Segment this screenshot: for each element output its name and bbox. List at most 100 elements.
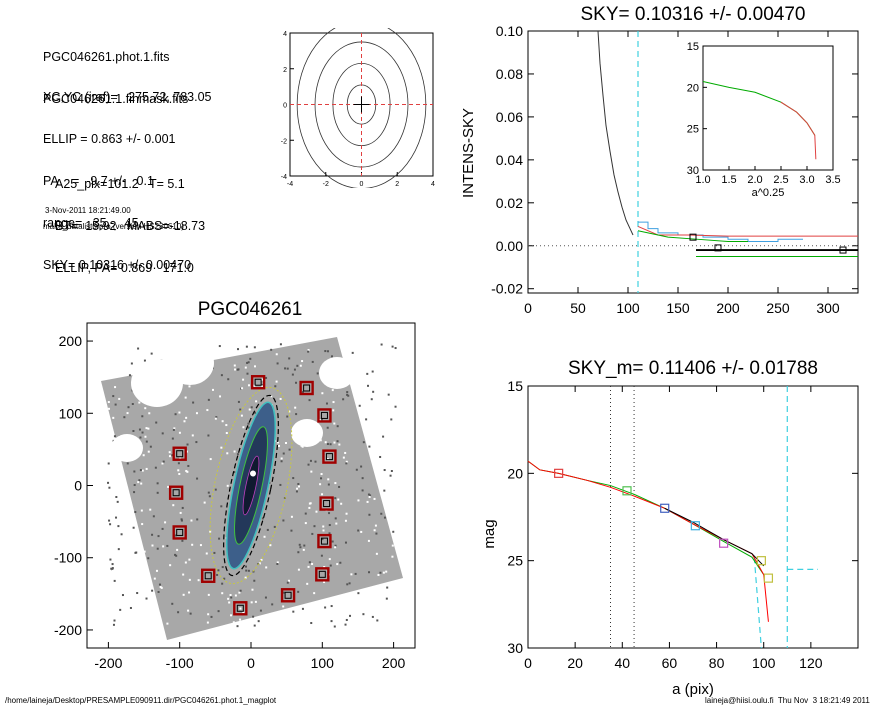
image-noise bbox=[250, 601, 253, 604]
image-noise bbox=[168, 451, 171, 454]
image-noise bbox=[371, 370, 374, 373]
image-noise bbox=[197, 579, 200, 582]
image-noise bbox=[328, 524, 331, 527]
image-noise bbox=[307, 350, 310, 353]
image-noise bbox=[361, 477, 364, 480]
image-noise bbox=[299, 364, 302, 367]
image-noise bbox=[207, 613, 210, 616]
image-noise bbox=[144, 407, 147, 410]
image-noise bbox=[360, 530, 363, 533]
image-noise bbox=[236, 625, 239, 628]
image-noise bbox=[112, 416, 115, 419]
image-noise bbox=[225, 432, 228, 435]
image-noise bbox=[247, 569, 250, 572]
sky-frame bbox=[527, 30, 859, 294]
stats-list: A25_pix=101.2 T= 5.1 BT= 15.92 MABS=-18.… bbox=[55, 149, 205, 289]
sky-y-tick-label: 0.00 bbox=[496, 238, 523, 254]
image-noise bbox=[270, 348, 273, 351]
inset-y-tick-label: 30 bbox=[687, 165, 699, 177]
image-noise bbox=[379, 571, 382, 574]
image-noise bbox=[174, 413, 177, 416]
image-noise bbox=[152, 616, 155, 619]
image-noise bbox=[374, 524, 377, 527]
image-noise bbox=[214, 417, 217, 420]
sky-y-tick-label: -0.02 bbox=[491, 281, 523, 297]
image-noise bbox=[367, 384, 370, 387]
image-noise bbox=[331, 389, 334, 392]
image-noise bbox=[141, 469, 144, 472]
image-noise bbox=[334, 517, 337, 520]
image-noise bbox=[156, 491, 159, 494]
contour-x-tick-label: 2 bbox=[395, 181, 399, 188]
mag-marker bbox=[622, 486, 632, 496]
image-noise bbox=[279, 397, 282, 400]
image-noise bbox=[336, 563, 339, 566]
sky-box-marker bbox=[280, 588, 296, 603]
image-noise bbox=[111, 569, 114, 572]
mag-x-tick-label: 100 bbox=[752, 655, 776, 671]
sky-box-marker bbox=[201, 568, 216, 583]
contour-y-tick-label: 0 bbox=[283, 103, 287, 110]
image-noise bbox=[333, 441, 336, 444]
image-noise bbox=[357, 594, 360, 597]
footer-user: laineja@hiisi.oulu.fi Thu Nov 3 18:21:49… bbox=[705, 696, 870, 705]
image-noise bbox=[320, 473, 323, 476]
image-noise bbox=[368, 399, 371, 402]
sky-box-marker bbox=[172, 446, 187, 461]
image-noise bbox=[154, 466, 157, 469]
image-noise bbox=[296, 364, 299, 367]
image-noise bbox=[131, 402, 134, 405]
image-noise bbox=[260, 558, 263, 561]
mag-sky-curve bbox=[753, 557, 762, 649]
image-noise bbox=[152, 515, 155, 518]
footer-path: /home/laineja/Desktop/PRESAMPLE090911.di… bbox=[5, 696, 277, 705]
image-noise bbox=[334, 544, 337, 547]
image-noise bbox=[147, 557, 150, 560]
sky-box-inner bbox=[323, 500, 331, 508]
image-noise bbox=[236, 453, 239, 456]
image-noise bbox=[152, 347, 155, 350]
image-noise bbox=[345, 618, 348, 621]
image-noise bbox=[135, 551, 138, 554]
image-noise bbox=[290, 529, 293, 532]
image-noise bbox=[308, 561, 311, 564]
param-line: range= 35.- 45. bbox=[43, 216, 143, 230]
image-noise bbox=[145, 597, 148, 600]
image-noise bbox=[221, 592, 224, 595]
image-noise bbox=[123, 483, 126, 486]
galaxy-nucleus bbox=[250, 470, 256, 477]
image-noise bbox=[346, 391, 349, 394]
image-noise bbox=[308, 399, 311, 402]
image-noise bbox=[155, 343, 158, 346]
image-noise bbox=[207, 398, 210, 401]
image-noise bbox=[195, 441, 198, 444]
image-noise bbox=[337, 498, 340, 501]
mag-marker bbox=[763, 573, 774, 583]
image-noise bbox=[142, 590, 145, 593]
mag-xlabel: a (pix) bbox=[672, 681, 714, 698]
image-noise bbox=[328, 532, 331, 535]
inset-x-tick-label: 2.0 bbox=[747, 174, 762, 186]
sky-box-inner bbox=[325, 453, 333, 461]
image-noise bbox=[109, 513, 112, 516]
image-noise bbox=[334, 546, 337, 549]
image-noise bbox=[314, 460, 317, 463]
image-noise bbox=[376, 413, 379, 416]
galaxy-y-tick-label: -200 bbox=[54, 622, 82, 638]
image-noise bbox=[246, 372, 249, 375]
image-noise bbox=[323, 581, 326, 584]
galaxy-x-tick-label: 100 bbox=[311, 655, 335, 671]
image-noise bbox=[136, 605, 139, 608]
image-noise bbox=[220, 374, 223, 377]
image-noise bbox=[372, 393, 375, 396]
image-noise bbox=[313, 592, 316, 595]
image-noise bbox=[319, 483, 322, 486]
image-noise bbox=[135, 565, 138, 568]
image-noise bbox=[214, 488, 217, 491]
image-noise bbox=[372, 390, 375, 393]
image-noise bbox=[109, 445, 112, 448]
image-noise bbox=[137, 361, 140, 364]
image-noise bbox=[118, 397, 121, 400]
image-noise bbox=[205, 552, 208, 555]
image-noise bbox=[227, 597, 230, 600]
